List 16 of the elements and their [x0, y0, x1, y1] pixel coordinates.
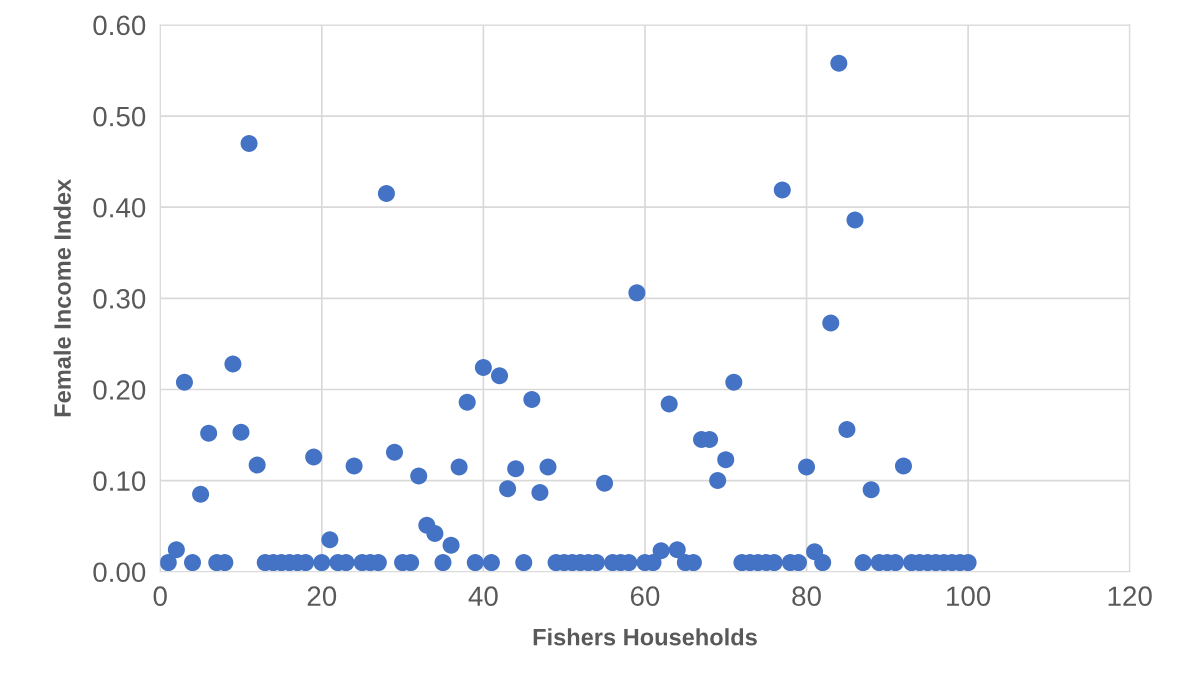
- x-tick-label: 0: [153, 586, 167, 607]
- x-tick-label: 100: [947, 586, 991, 607]
- y-tick-label: 0.00: [93, 562, 146, 583]
- y-tick-label: 0.30: [93, 289, 146, 309]
- y-tick-label: 0.60: [93, 15, 146, 36]
- y-tick-label: 0.50: [93, 106, 146, 127]
- x-tick-label: 40: [468, 586, 498, 607]
- x-tick-label: 20: [307, 586, 337, 607]
- y-tick-label: 0.10: [93, 471, 146, 491]
- x-axis-title: Fishers Households: [533, 628, 757, 646]
- y-tick-label: 0.40: [93, 197, 146, 218]
- x-tick-label: 60: [630, 586, 660, 607]
- x-tick-label: 80: [792, 586, 821, 607]
- y-axis-title: Female Income Index: [53, 179, 71, 417]
- y-tick-label: 0.20: [93, 380, 146, 400]
- x-tick-label: 120: [1108, 586, 1152, 607]
